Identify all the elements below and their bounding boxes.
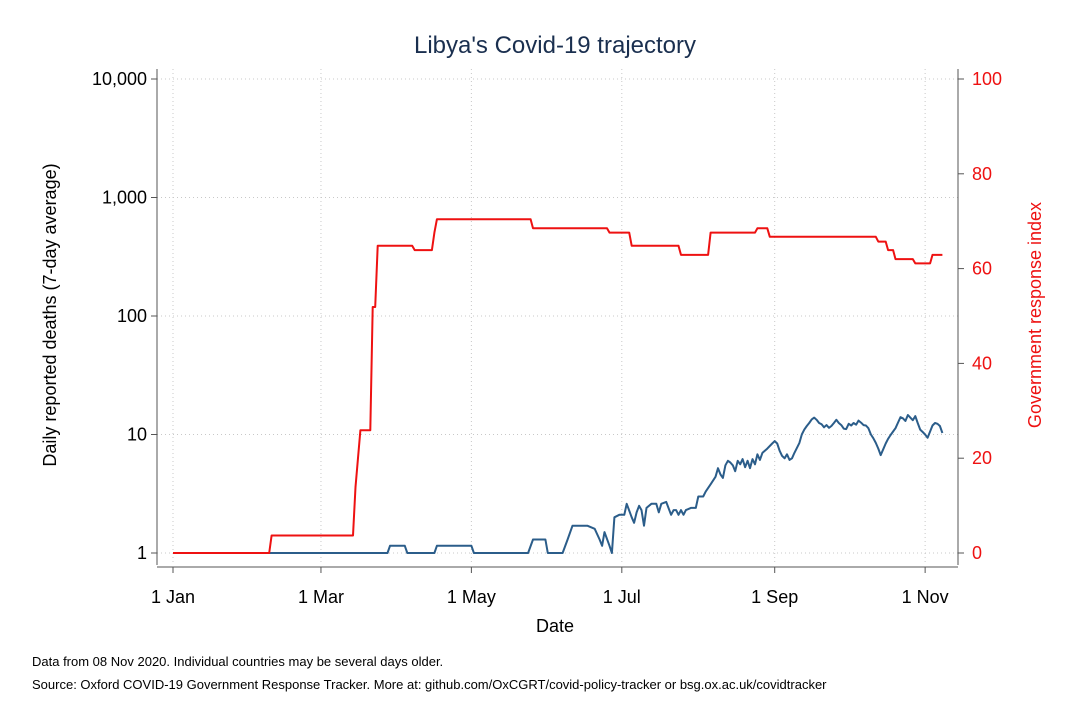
footnote-data-date: Data from 08 Nov 2020. Individual countr… [32,654,444,669]
y-axis-left-label: Daily reported deaths (7-day average) [40,163,60,466]
y-right-tick-label: 60 [972,259,992,279]
y-right-tick-label: 100 [972,69,1002,89]
y-right-tick-label: 20 [972,448,992,468]
x-axis-label: Date [536,616,574,636]
y-axis-right-label: Government response index [1025,202,1045,428]
y-left-tick-label: 1 [137,543,147,563]
x-tick-label: 1 Jan [151,587,195,607]
series-line-deaths [173,414,944,554]
y-right-tick-label: 80 [972,164,992,184]
footnote-source: Source: Oxford COVID-19 Government Respo… [32,677,827,692]
x-tick-label: 1 Nov [902,587,949,607]
y-left-tick-label: 10,000 [92,69,147,89]
y-left-tick-label: 1,000 [102,188,147,208]
series-group [173,218,944,554]
x-tick-label: 1 May [447,587,496,607]
x-tick-label: 1 Mar [298,587,344,607]
x-tick-label: 1 Sep [751,587,798,607]
series-line-response-index [173,218,943,554]
chart-title: Libya's Covid-19 trajectory [414,32,696,59]
axes: 1 10 100 1,000 10,000 0 20 40 60 80 100 1 Jan 1 Mar 1… [92,69,1002,607]
y-left-tick-label: 100 [117,306,147,326]
y-right-tick-label: 0 [972,543,982,563]
y-right-tick-label: 40 [972,353,992,373]
x-tick-label: 1 Jul [603,587,641,607]
y-left-tick-label: 10 [127,425,147,445]
